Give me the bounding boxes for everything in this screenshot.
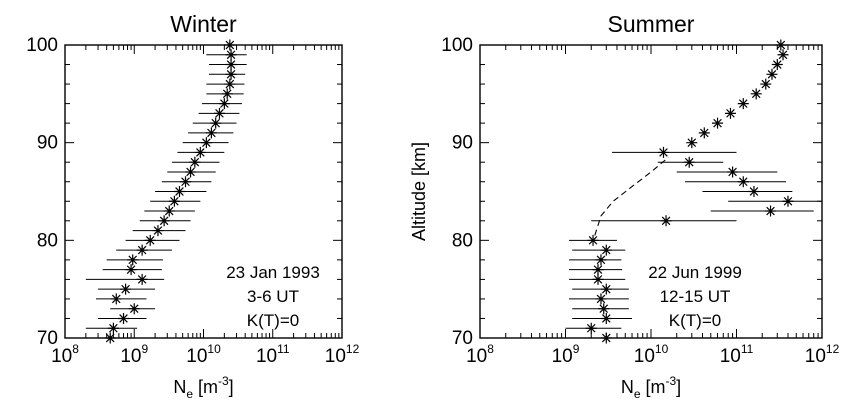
data-point-marker bbox=[727, 166, 739, 178]
data-point-marker bbox=[585, 322, 597, 334]
data-point-marker bbox=[587, 234, 599, 246]
y-tick-label: 70 bbox=[452, 328, 473, 349]
x-tick-label: 1010 bbox=[186, 342, 221, 367]
data-point-marker bbox=[657, 146, 669, 158]
chart-panel-2: Summer 70 80 90 100 108 109 1010 1011 1012 Ne [m-3… bbox=[409, 11, 840, 401]
data-point-marker bbox=[737, 98, 749, 110]
x-tick-label: 1012 bbox=[805, 342, 840, 367]
data-point-marker bbox=[158, 215, 170, 227]
data-point-marker bbox=[782, 195, 794, 207]
chart-title: Summer bbox=[608, 11, 695, 37]
x-tick-label: 1011 bbox=[720, 342, 754, 367]
data-point-marker bbox=[592, 273, 604, 285]
data-point-marker bbox=[683, 156, 695, 168]
data-point-marker bbox=[765, 205, 777, 217]
data-point-marker bbox=[180, 176, 192, 188]
x-tick-label: 1010 bbox=[634, 342, 669, 367]
data-point-marker bbox=[205, 127, 217, 139]
data-point-marker bbox=[224, 78, 236, 90]
data-point-marker bbox=[200, 137, 212, 149]
data-point-marker bbox=[125, 264, 137, 276]
x-tick-label: 1012 bbox=[325, 342, 360, 367]
x-axis-label: Ne [m-3] bbox=[621, 374, 681, 401]
chart-panel-1: Winter 70 80 90 100 108 109 1010 1011 1012 Ne [m-3… bbox=[26, 11, 359, 401]
annotation-line: 22 Jun 1999 bbox=[648, 263, 742, 282]
y-tick-label: 100 bbox=[441, 35, 473, 56]
data-point-marker bbox=[595, 293, 607, 305]
annotation-line: 23 Jan 1993 bbox=[226, 263, 320, 282]
data-point-marker bbox=[595, 254, 607, 266]
dashed-profile-line bbox=[594, 156, 669, 236]
y-tick-label: 70 bbox=[37, 328, 58, 349]
data-point-marker bbox=[598, 303, 610, 315]
data-point-marker bbox=[660, 215, 672, 227]
data-point-marker bbox=[104, 332, 116, 344]
data-point-marker bbox=[225, 49, 237, 61]
data-point-marker bbox=[127, 254, 139, 266]
x-tick-label: 108 bbox=[51, 342, 79, 367]
data-point-marker bbox=[213, 107, 225, 119]
data-point-marker bbox=[760, 78, 772, 90]
y-tick-label: 100 bbox=[26, 35, 58, 56]
data-point-marker bbox=[118, 312, 130, 324]
data-point-marker bbox=[168, 195, 180, 207]
chart-title: Winter bbox=[170, 11, 237, 37]
data-point-marker bbox=[218, 98, 230, 110]
data-point-marker bbox=[152, 225, 164, 237]
data-point-marker bbox=[144, 234, 156, 246]
data-point-marker bbox=[777, 49, 789, 61]
x-axis-label: Ne [m-3] bbox=[173, 374, 233, 401]
data-point-marker bbox=[724, 107, 736, 119]
data-point-marker bbox=[771, 59, 783, 71]
annotation-line: K(T)=0 bbox=[247, 311, 299, 330]
annotation-line: 3-6 UT bbox=[247, 287, 299, 306]
x-tick-label: 108 bbox=[466, 342, 494, 367]
data-point-marker bbox=[600, 312, 612, 324]
data-point-marker bbox=[600, 332, 612, 344]
x-tick-label: 1011 bbox=[256, 342, 290, 367]
data-point-marker bbox=[136, 244, 148, 256]
data-point-marker bbox=[107, 322, 119, 334]
data-point-marker bbox=[185, 166, 197, 178]
data-point-marker bbox=[189, 156, 201, 168]
data-point-marker bbox=[110, 293, 122, 305]
annotation-line: 12-15 UT bbox=[660, 287, 731, 306]
data-point-marker bbox=[766, 68, 778, 80]
data-point-marker bbox=[221, 88, 233, 100]
data-point-marker bbox=[600, 244, 612, 256]
data-point-marker bbox=[224, 39, 236, 51]
x-tick-label: 109 bbox=[120, 342, 148, 367]
data-point-marker bbox=[686, 137, 698, 149]
data-point-marker bbox=[120, 283, 132, 295]
data-point-marker bbox=[737, 176, 749, 188]
data-point-marker bbox=[592, 264, 604, 276]
data-point-marker bbox=[698, 127, 710, 139]
y-tick-label: 90 bbox=[37, 133, 58, 154]
data-point-marker bbox=[194, 146, 206, 158]
data-point-marker bbox=[600, 283, 612, 295]
data-point-marker bbox=[712, 117, 724, 129]
data-point-marker bbox=[163, 205, 175, 217]
data-point-marker bbox=[210, 117, 222, 129]
y-tick-label: 90 bbox=[452, 133, 473, 154]
data-point-marker bbox=[225, 59, 237, 71]
data-point-marker bbox=[136, 273, 148, 285]
y-tick-label: 80 bbox=[452, 230, 473, 251]
y-tick-label: 80 bbox=[37, 230, 58, 251]
data-point-marker bbox=[128, 303, 140, 315]
data-point-marker bbox=[750, 88, 762, 100]
data-point-marker bbox=[748, 186, 760, 197]
data-point-marker bbox=[775, 39, 787, 51]
x-tick-label: 109 bbox=[552, 342, 580, 367]
data-point-marker bbox=[225, 68, 237, 80]
data-point-marker bbox=[173, 186, 185, 197]
y-axis-label: Altitude [km] bbox=[409, 142, 429, 241]
annotation-line: K(T)=0 bbox=[669, 311, 721, 330]
